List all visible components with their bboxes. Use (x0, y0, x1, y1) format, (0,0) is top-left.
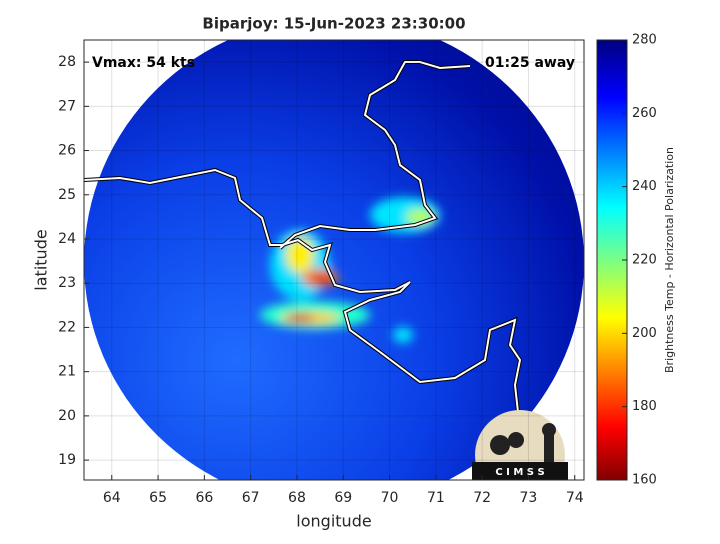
y-tick-label: 27 (58, 98, 76, 114)
y-tick-label: 24 (58, 231, 76, 247)
x-tick-label: 71 (427, 490, 445, 506)
x-tick-label: 66 (195, 490, 213, 506)
x-tick-label: 67 (242, 490, 260, 506)
x-tick-label: 73 (520, 490, 538, 506)
colorbar-tick-label: 200 (632, 326, 657, 341)
y-tick-label: 25 (58, 187, 76, 203)
x-tick-label: 65 (149, 490, 167, 506)
x-tick-label: 72 (473, 490, 491, 506)
colorbar-tick-label: 180 (632, 399, 657, 414)
y-axis-label: latitude (32, 229, 51, 290)
x-tick-label: 69 (334, 490, 352, 506)
logo-text: C I M S S (495, 467, 544, 478)
x-tick-label: 64 (103, 490, 121, 506)
y-tick-label: 23 (58, 275, 76, 291)
y-tick-label: 21 (58, 364, 76, 380)
ticks: 64 65 66 67 68 69 70 71 72 73 74 19 20 21 22 23 24 25 26 27… (58, 33, 657, 507)
colorbar-tick-label: 220 (632, 253, 657, 268)
y-tick-label: 19 (58, 452, 76, 468)
swath (84, 40, 584, 480)
colorbar-tick-label: 240 (632, 179, 657, 194)
logo: C I M S S (472, 410, 568, 480)
x-tick-label: 68 (288, 490, 306, 506)
colorbar-label: Brightness Temp - Horizontal Polarizatio… (663, 147, 676, 373)
x-axis-label: longitude (296, 512, 371, 531)
y-tick-label: 22 (58, 319, 76, 335)
title: Biparjoy: 15-Jun-2023 23:30:00 (202, 15, 465, 33)
colorbar-tick-label: 280 (632, 33, 657, 48)
x-tick-label: 74 (566, 490, 584, 506)
y-tick-label: 28 (58, 54, 76, 70)
x-tick-label: 70 (381, 490, 399, 506)
y-tick-label: 26 (58, 143, 76, 159)
y-tick-label: 20 (58, 408, 76, 424)
time-away-label: 01:25 away (485, 55, 575, 71)
coastline (84, 61, 522, 431)
axes-frame (83, 39, 585, 481)
colorbar-tick-label: 260 (632, 106, 657, 121)
vmax-label: Vmax: 54 kts (92, 55, 195, 71)
imagery: C I M S S (84, 40, 584, 480)
colorbar-tick-label: 160 (632, 473, 657, 488)
